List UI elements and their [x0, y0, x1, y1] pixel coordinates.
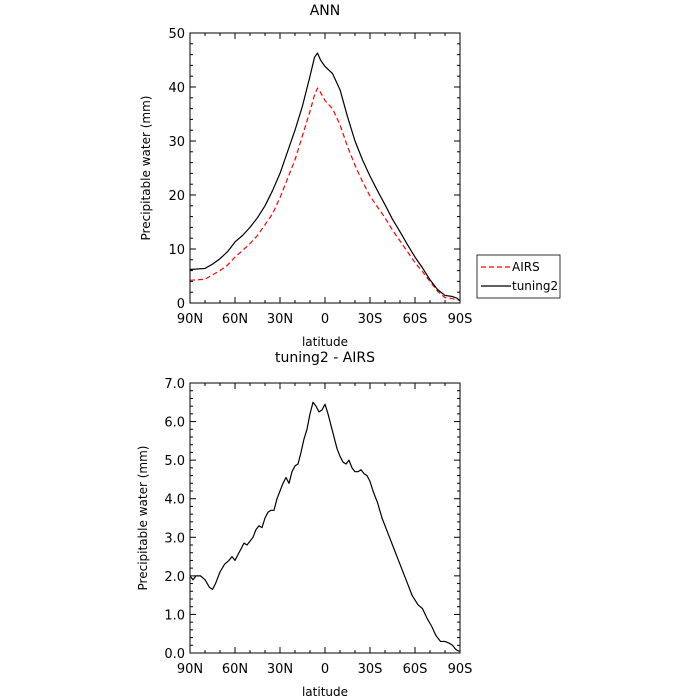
- chart-bottom-x-tick-label: 90S: [448, 662, 473, 677]
- chart-bottom-x-tick-label: 60S: [403, 662, 428, 677]
- chart-bottom-y-tick-label: 1.0: [164, 608, 185, 623]
- chart-bottom-frame: [189, 382, 461, 654]
- chart-top-y-tick-label: 10: [168, 243, 185, 258]
- chart-bottom-y-tick-label: 0.0: [164, 647, 185, 662]
- chart-top-series-line-tuning2: [189, 52, 461, 302]
- chart-bottom-title: tuning2 - AIRS: [275, 350, 375, 366]
- chart-bottom: tuning2 - AIRS 90N 60N 30N 0 30S 60S 90S 0.0 1.…: [136, 350, 472, 699]
- chart-bottom-series: [189, 401, 460, 652]
- chart-top-x-tick-label: 60S: [403, 312, 428, 327]
- chart-top-x-tick-label: 30S: [358, 312, 383, 327]
- chart-top-frame: [189, 32, 461, 304]
- chart-top-xlabel: latitude: [302, 335, 348, 349]
- chart-bottom-series-line-series-0: [189, 401, 460, 652]
- chart-top-y-tick-label: 50: [168, 27, 185, 42]
- chart-top-x-tick-label: 30N: [267, 312, 293, 327]
- chart-bottom-y-tick-label: 4.0: [164, 493, 185, 508]
- chart-bottom-y-tick-label: 2.0: [164, 570, 185, 585]
- chart-bottom-y-tick-labels: 0.0 1.0 2.0 3.0 4.0 5.0 6.0 7.0: [164, 377, 185, 662]
- chart-bottom-x-tick-labels: 90N 60N 30N 0 30S 60S 90S: [177, 662, 473, 677]
- chart-bottom-y-tick-label: 5.0: [164, 454, 185, 469]
- chart-top-x-tick-label: 0: [321, 312, 329, 327]
- chart-top-title: ANN: [310, 3, 341, 19]
- chart-bottom-ylabel: Precipitable water (mm): [136, 446, 150, 591]
- chart-bottom-xlabel: latitude: [302, 685, 348, 699]
- chart-bottom-y-tick-label: 7.0: [164, 377, 185, 392]
- chart-top-series-line-airs: [189, 87, 461, 301]
- chart-top-x-tick-labels: 90N 60N 30N 0 30S 60S 90S: [177, 312, 473, 327]
- chart-top-y-tick-label: 40: [168, 81, 185, 96]
- chart-top-y-tick-label: 0: [177, 297, 185, 312]
- chart-top-x-tick-label: 90S: [448, 312, 473, 327]
- chart-top-x-tick-label: 90N: [177, 312, 203, 327]
- chart-top-x-tick-label: 60N: [222, 312, 248, 327]
- chart-bottom-y-tick-label: 3.0: [164, 531, 185, 546]
- chart-top-legend: AIRS tuning2: [476, 254, 561, 299]
- chart-bottom-y-tick-label: 6.0: [164, 416, 185, 431]
- chart-bottom-x-tick-label: 30N: [267, 662, 293, 677]
- chart-bottom-x-tick-label: 0: [321, 662, 329, 677]
- legend-box: [476, 254, 561, 299]
- chart-top-series: [189, 52, 461, 302]
- chart-bottom-x-tick-label: 30S: [358, 662, 383, 677]
- chart-top-y-tick-label: 30: [168, 135, 185, 150]
- chart-top-y-tick-label: 20: [168, 189, 185, 204]
- chart-top-y-tick-labels: 0 10 20 30 40 50: [168, 27, 185, 312]
- legend-label-airs: AIRS: [512, 260, 540, 274]
- legend-label-tuning2: tuning2: [512, 279, 558, 293]
- chart-bottom-ticks: [189, 382, 461, 654]
- chart-bottom-x-tick-label: 90N: [177, 662, 203, 677]
- chart-bottom-x-tick-label: 60N: [222, 662, 248, 677]
- chart-top-ylabel: Precipitable water (mm): [139, 96, 153, 241]
- chart-top: ANN 90N 60N 30N 0 30S 60S 90S 0 10 20 30 40 50 lati…: [139, 3, 561, 349]
- chart-top-ticks: [189, 32, 461, 304]
